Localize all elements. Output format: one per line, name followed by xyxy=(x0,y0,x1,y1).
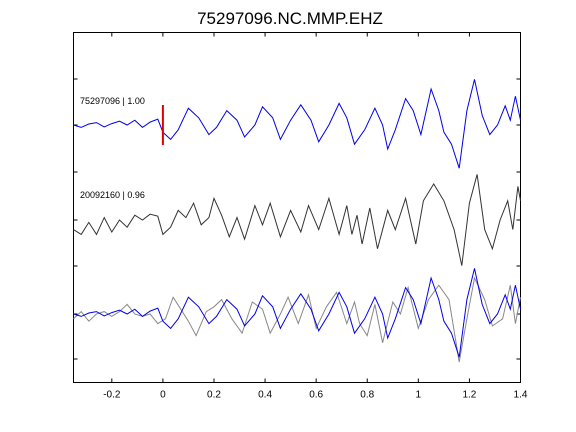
chart-title: 75297096.NC.MMP.EHZ xyxy=(197,9,383,28)
trace-labels: 75297096 | 1.00 20092160 | 0.96 xyxy=(80,96,145,200)
x-tick-label: 1 xyxy=(416,390,422,401)
x-tick-label: -0.2 xyxy=(103,390,121,401)
x-tick-label: 0.8 xyxy=(360,390,374,401)
x-axis: -0.2 0 0.2 0.4 0.6 0.8 1 1.2 1.4 xyxy=(103,32,528,401)
traces xyxy=(73,79,521,363)
x-tick-label: 1.4 xyxy=(514,390,528,401)
x-tick-label: 0.6 xyxy=(309,390,323,401)
x-tick-label: 0.2 xyxy=(207,390,221,401)
plot-frame xyxy=(73,32,521,383)
trace-line xyxy=(73,268,521,358)
trace-line xyxy=(73,174,521,266)
trace-label: 20092160 | 0.96 xyxy=(80,190,145,200)
x-tick-label: 0 xyxy=(160,390,166,401)
trace-overlay-line xyxy=(73,276,521,363)
trace-line xyxy=(73,79,521,169)
x-tick-label: 0.4 xyxy=(258,390,272,401)
trace-label: 75297096 | 1.00 xyxy=(80,96,145,106)
x-tick-label: 1.2 xyxy=(462,390,476,401)
